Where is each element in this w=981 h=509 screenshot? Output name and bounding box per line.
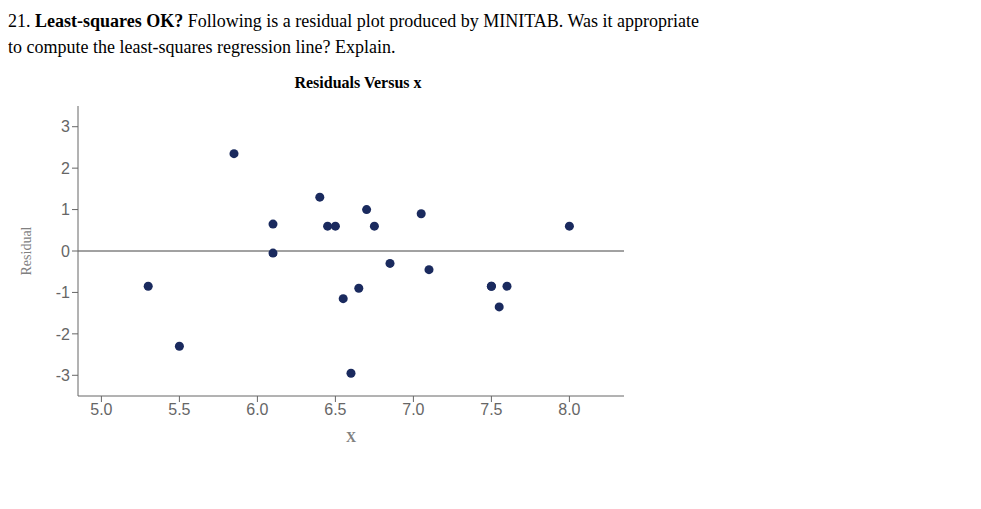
svg-text:-3: -3 (56, 367, 70, 384)
svg-text:7.5: 7.5 (480, 401, 502, 418)
html-text:21. Least-squares OK? Followin: 21. Least-squares OK? Following is a res… (8, 11, 699, 31)
svg-text:5.0: 5.0 (90, 401, 112, 418)
svg-text:-2: -2 (56, 326, 70, 343)
svg-text:3: 3 (61, 118, 70, 135)
svg-text:7.0: 7.0 (402, 401, 424, 418)
svg-text:8.0: 8.0 (558, 401, 580, 418)
svg-text:1: 1 (61, 201, 70, 218)
svg-text:0: 0 (61, 243, 70, 260)
html-text:Residuals Versus x: Residuals Versus x (294, 74, 422, 91)
svg-text:6.0: 6.0 (246, 401, 268, 418)
svg-text:2: 2 (61, 160, 70, 177)
svg-text:Residual: Residual (19, 226, 34, 275)
svg-text:5.5: 5.5 (168, 401, 190, 418)
svg-text:-1: -1 (56, 284, 70, 301)
html-text:to compute the least-squares r: to compute the least-squares regression … (8, 37, 396, 57)
svg-text:X: X (346, 430, 356, 445)
svg-text:6.5: 6.5 (324, 401, 346, 418)
